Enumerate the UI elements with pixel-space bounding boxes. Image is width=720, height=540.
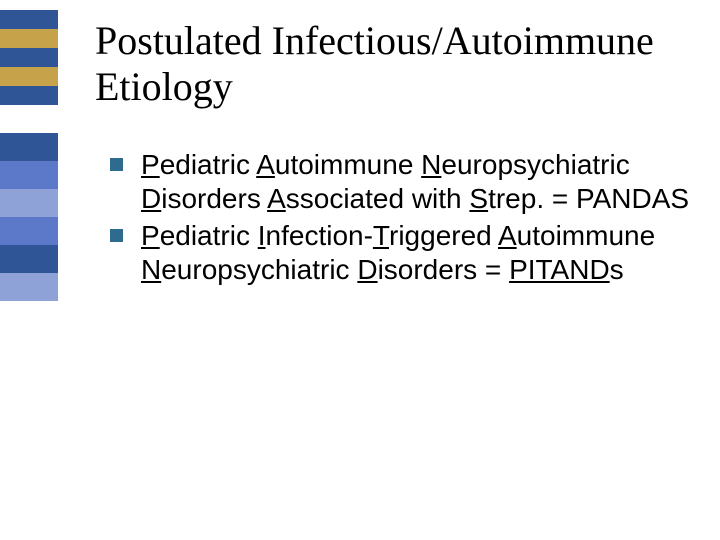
bullet-marker — [110, 158, 123, 171]
bullet-item: Pediatric Autoimmune Neuropsychiatric Di… — [110, 148, 700, 215]
title-line1: Postulated Infectious/Autoimmune — [95, 18, 654, 63]
sidebar-block — [0, 161, 58, 189]
sidebar-block — [0, 245, 58, 273]
bullet-text: Pediatric Autoimmune Neuropsychiatric Di… — [141, 148, 700, 215]
sidebar-block — [0, 133, 58, 161]
sidebar-block — [0, 67, 58, 86]
sidebar-block — [0, 10, 58, 29]
title-line2: Etiology — [95, 64, 233, 109]
sidebar-block — [0, 217, 58, 245]
bullet-marker — [110, 229, 123, 242]
sidebar-block — [0, 273, 58, 301]
sidebar-block — [0, 189, 58, 217]
slide: { "sidebar": { "blocks": [ { "top": 10, … — [0, 0, 720, 540]
sidebar-block — [0, 86, 58, 105]
sidebar-block — [0, 48, 58, 67]
bullet-text: Pediatric Infection-Triggered Autoimmune… — [141, 219, 700, 286]
bullet-item: Pediatric Infection-Triggered Autoimmune… — [110, 219, 700, 286]
sidebar — [0, 0, 58, 540]
sidebar-block — [0, 105, 58, 133]
slide-title: Postulated Infectious/Autoimmune Etiolog… — [95, 18, 654, 110]
bullet-list: Pediatric Autoimmune Neuropsychiatric Di… — [110, 148, 700, 290]
sidebar-block — [0, 29, 58, 48]
